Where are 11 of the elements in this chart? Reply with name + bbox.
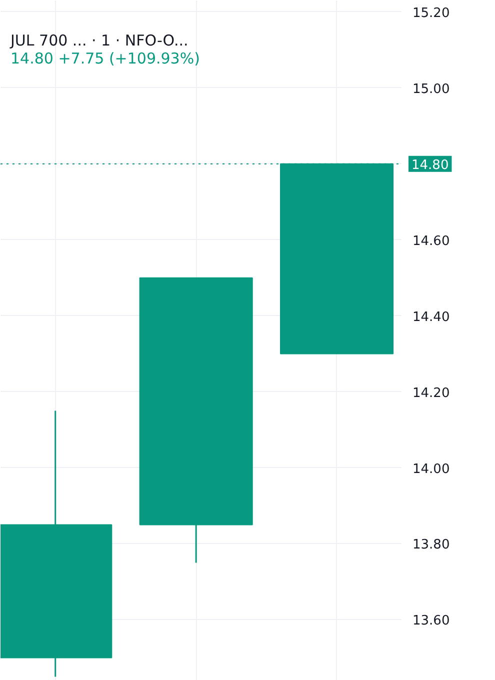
y-tick-label: 14.00 — [412, 462, 450, 477]
text: JUL 700 ... · 1 · NFO-O... — [10, 32, 188, 50]
text: 14.80 +7.75 (+109.93%) — [10, 50, 200, 68]
y-tick-label: 14.60 — [412, 234, 450, 249]
y-tick-label: 13.80 — [412, 538, 450, 553]
y-tick-label: 15.00 — [412, 82, 450, 97]
y-tick-label: 13.60 — [412, 614, 450, 629]
y-tick-label: 14.40 — [412, 310, 450, 325]
y-tick-label: 14.20 — [412, 386, 450, 401]
ref-line-label: 14.80 — [412, 158, 449, 173]
y-tick-label: 15.20 — [412, 6, 450, 21]
